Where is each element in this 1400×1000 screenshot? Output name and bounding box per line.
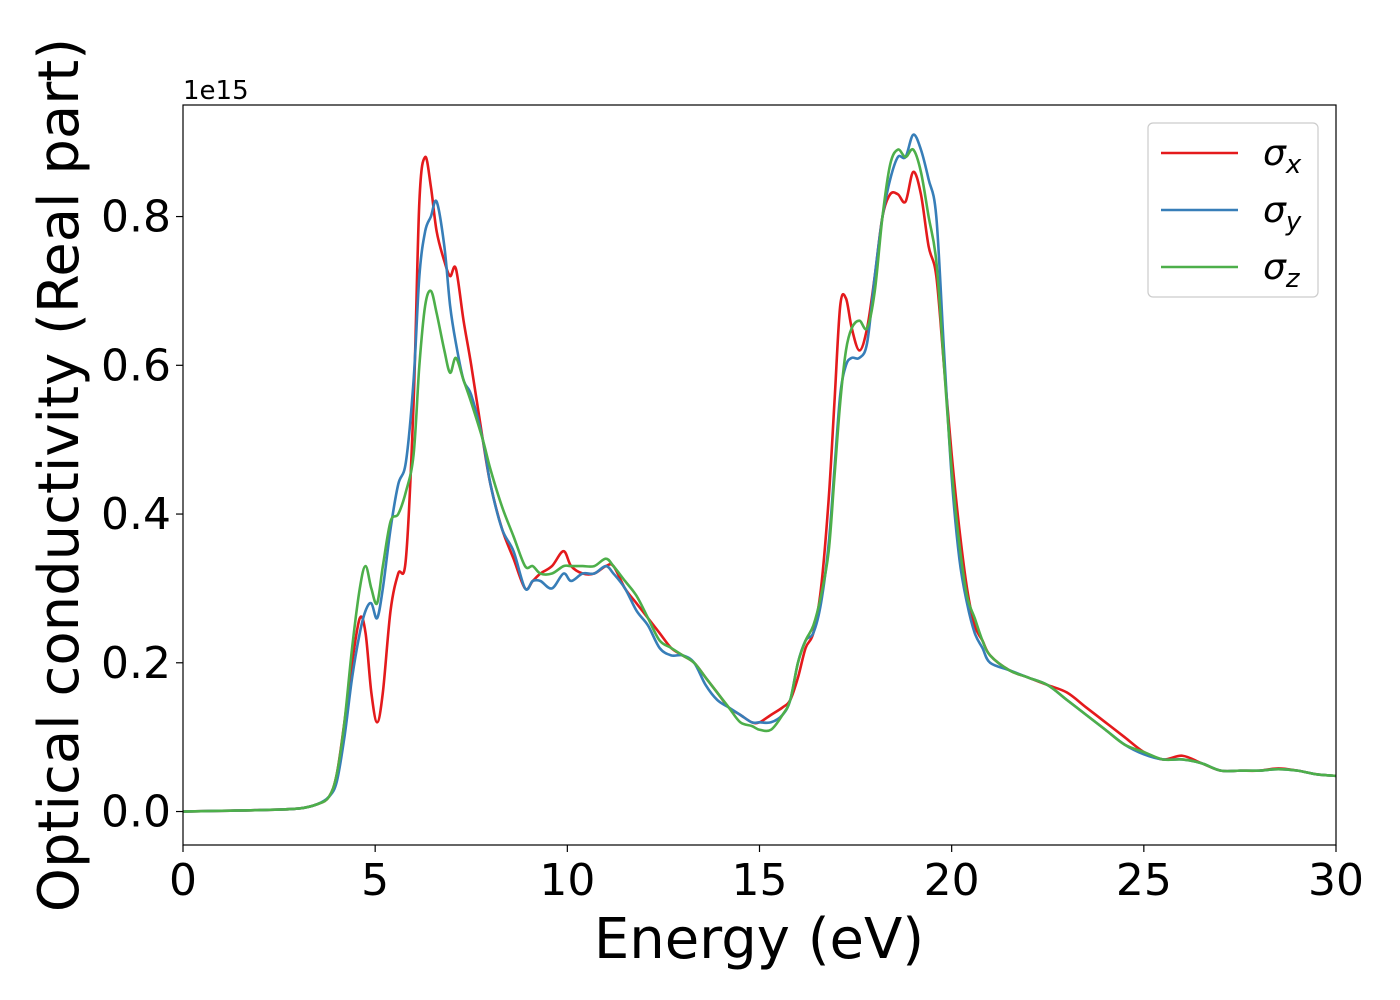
y-tick-label: 0.6 (101, 340, 171, 391)
x-tick-label: 0 (169, 855, 197, 906)
x-tick-label: 25 (1116, 855, 1172, 906)
x-axis-ticks: 0 5 10 15 20 25 30 (169, 845, 1364, 906)
y-tick-label: 0.2 (101, 638, 171, 689)
x-tick-label: 10 (539, 855, 595, 906)
x-tick-label: 30 (1308, 855, 1364, 906)
y-axis-ticks: 0.0 0.2 0.4 0.6 0.8 (101, 192, 183, 838)
plot-lines (182, 133, 1337, 813)
y-tick-label: 0.4 (101, 489, 171, 540)
x-tick-label: 5 (361, 855, 389, 906)
y-tick-label: 0.0 (101, 787, 171, 838)
y-axis-title: Optical conductivity (Real part) (27, 38, 92, 912)
legend-label-y: σy (1263, 190, 1302, 237)
y-tick-label: 0.8 (101, 192, 171, 243)
x-tick-label: 20 (924, 855, 980, 906)
legend-label-z: σz (1263, 247, 1301, 294)
legend: σx σy σz (1147, 122, 1319, 298)
legend-label-x: σx (1263, 133, 1302, 180)
x-tick-label: 15 (732, 855, 788, 906)
series-line-z (182, 147, 1337, 813)
y-axis-offset-label: 1e15 (183, 76, 249, 106)
x-axis-title: Energy (eV) (594, 907, 924, 972)
